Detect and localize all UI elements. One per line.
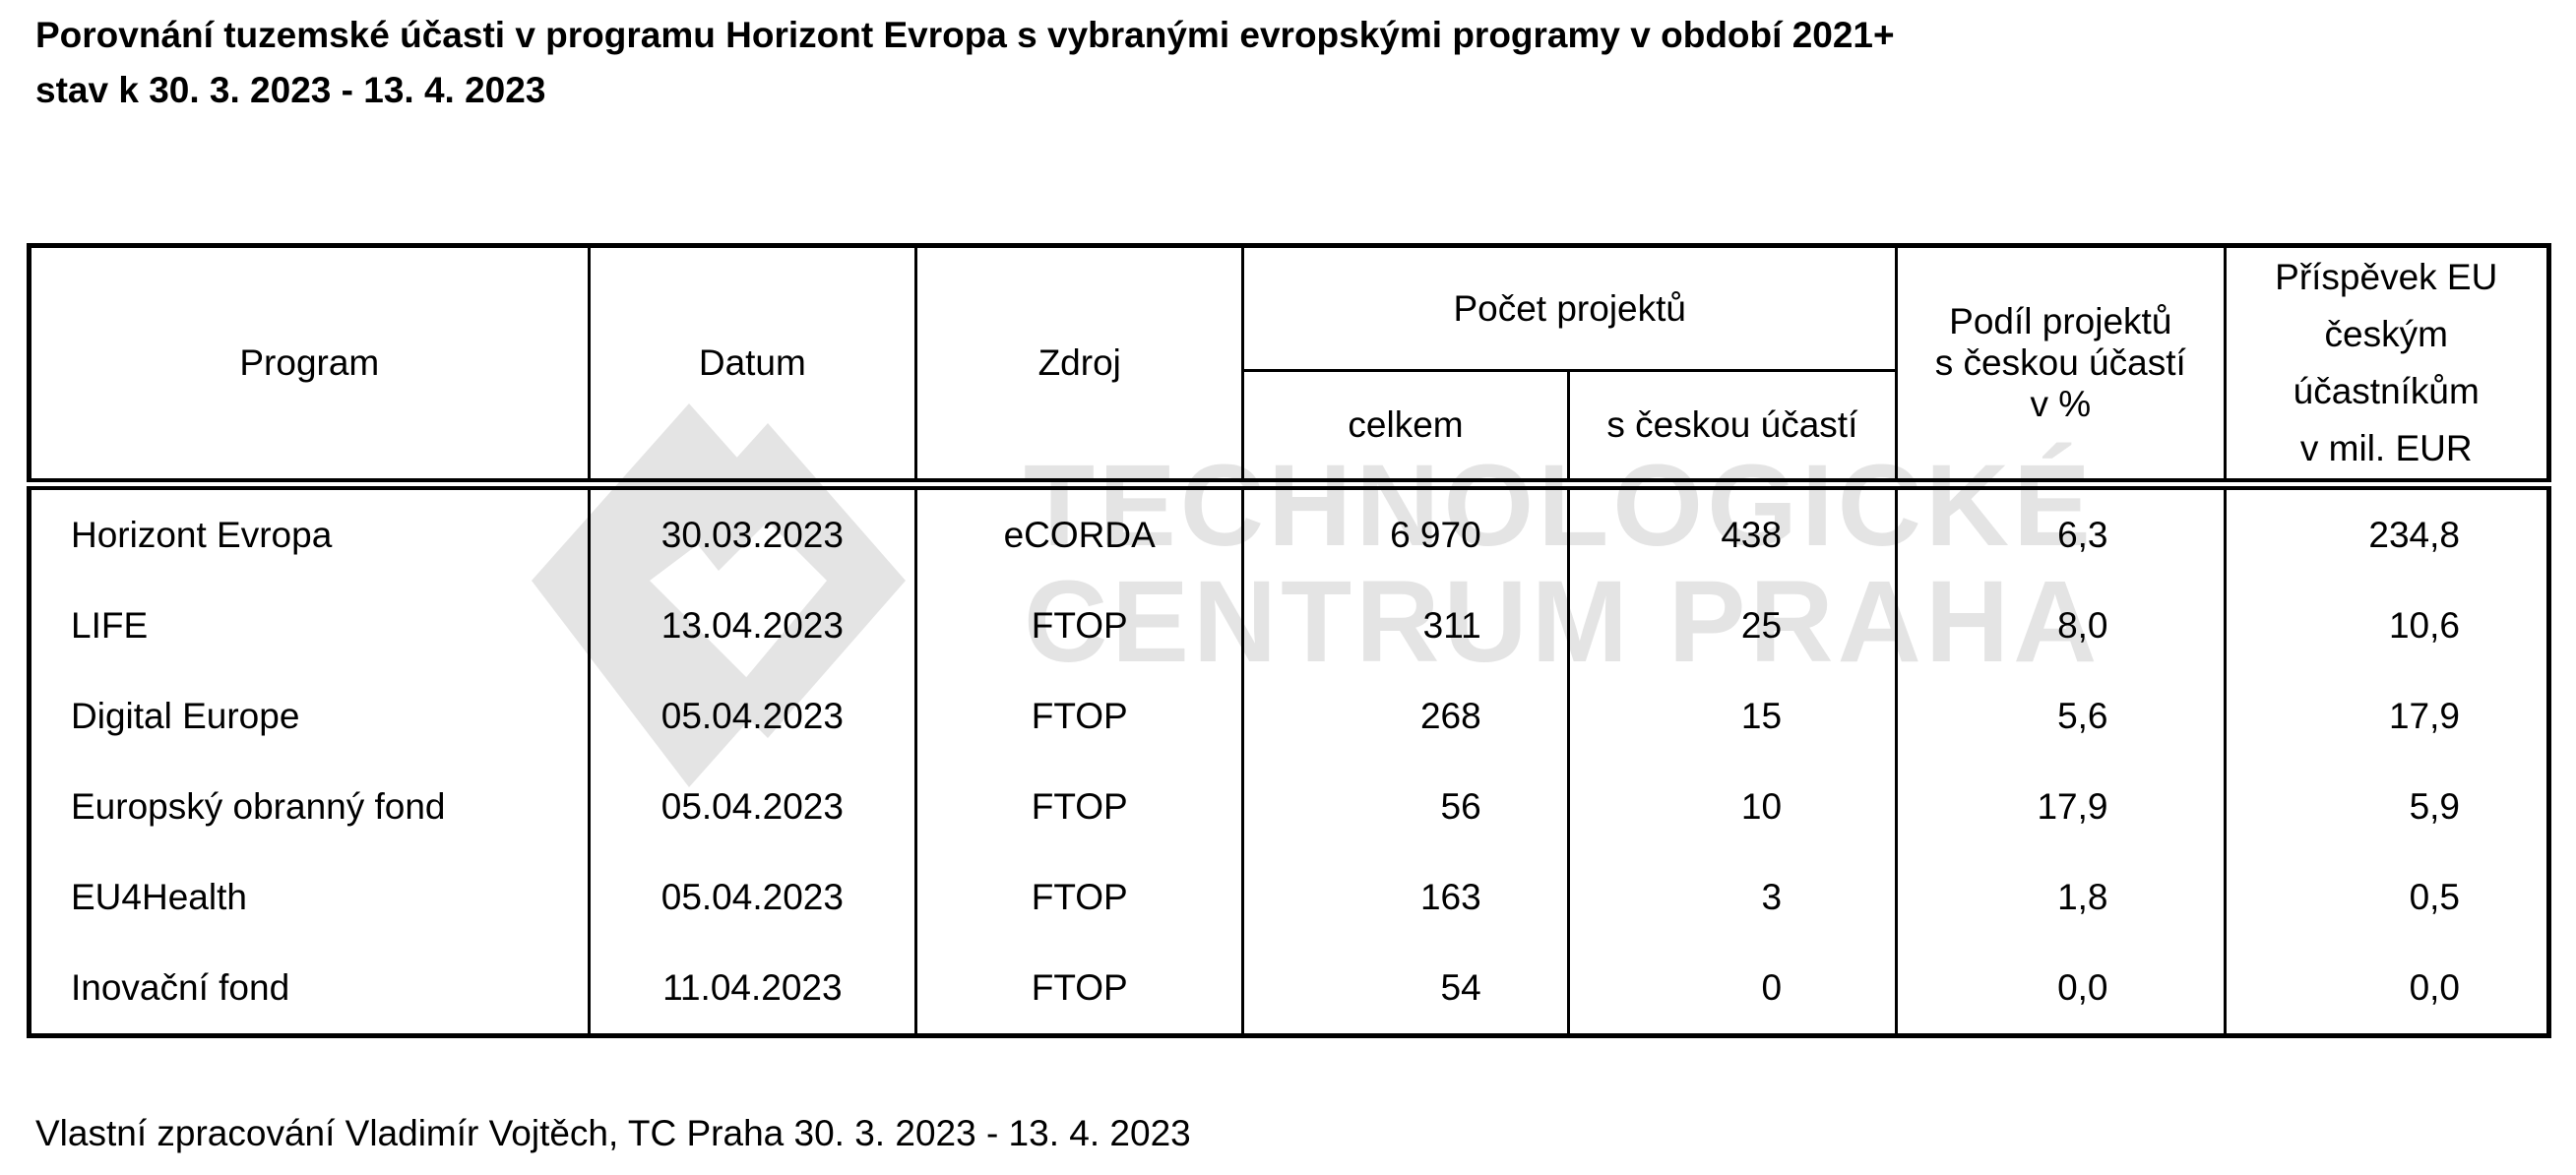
cell-s-ceskou: 438 [1566, 483, 1899, 581]
cell-s-ceskou: 10 [1566, 761, 1899, 852]
cell-zdroj: FTOP [914, 942, 1245, 1035]
cell-program: EU4Health [28, 851, 591, 943]
cell-datum: 30.03.2023 [587, 483, 918, 581]
source-note: Vlastní zpracování Vladimír Vojtěch, TC … [35, 1113, 1191, 1153]
header-prispevek-line: českým [2324, 313, 2448, 354]
cell-podil: 1,8 [1895, 851, 2227, 943]
cell-podil: 8,0 [1895, 580, 2227, 671]
table-row: Europský obranný fond 05.04.2023 FTOP 56 10 1… [28, 761, 2550, 852]
header-prispevek-line: Příspěvek EU [2275, 256, 2498, 297]
header-pocet-projektu: Počet projektů [1241, 244, 1899, 372]
cell-prispevek: 0,5 [2223, 851, 2550, 943]
cell-celkem: 54 [1241, 942, 1570, 1035]
cell-s-ceskou: 0 [1566, 942, 1899, 1035]
header-podil-line: s českou účastí [1934, 341, 2186, 383]
table-row: Inovační fond 11.04.2023 FTOP 54 0 0,0 0,0 [28, 942, 2550, 1035]
table-row: LIFE 13.04.2023 FTOP 311 25 8,0 10,6 [28, 580, 2550, 671]
cell-celkem: 163 [1241, 851, 1570, 943]
title-line-2: stav k 30. 3. 2023 - 13. 4. 2023 [35, 70, 546, 110]
comparison-table: Program Datum Zdroj Počet projektů Podíl… [27, 243, 2551, 1038]
cell-program: Inovační fond [28, 942, 591, 1035]
header-prispevek-line: v mil. EUR [2299, 427, 2473, 468]
table-row: EU4Health 05.04.2023 FTOP 163 3 1,8 0,5 [28, 851, 2550, 943]
cell-celkem: 268 [1241, 670, 1570, 762]
table-row: Digital Europe 05.04.2023 FTOP 268 15 5,6 17,9 [28, 670, 2550, 762]
cell-prispevek: 10,6 [2223, 580, 2550, 671]
cell-celkem: 6 970 [1241, 483, 1570, 581]
cell-program: Horizont Evropa [28, 483, 591, 581]
header-podil: Podíl projektů s českou účastí v % [1895, 244, 2227, 490]
cell-s-ceskou: 3 [1566, 851, 1899, 943]
header-prispevek-line: účastníkům [2293, 370, 2480, 411]
table-row: Horizont Evropa 30.03.2023 eCORDA 6 970 438 6… [28, 483, 2550, 581]
cell-zdroj: FTOP [914, 670, 1245, 762]
cell-program: Europský obranný fond [28, 761, 591, 852]
cell-datum: 13.04.2023 [587, 580, 918, 671]
cell-prispevek: 5,9 [2223, 761, 2550, 852]
cell-program: Digital Europe [28, 670, 591, 762]
cell-datum: 05.04.2023 [587, 851, 918, 943]
cell-podil: 6,3 [1895, 483, 2227, 581]
cell-program: LIFE [28, 580, 591, 671]
header-s-ceskou-ucasti: s českou účastí [1566, 369, 1899, 490]
cell-prispevek: 0,0 [2223, 942, 2550, 1035]
cell-podil: 0,0 [1895, 942, 2227, 1035]
cell-prispevek: 17,9 [2223, 670, 2550, 762]
cell-zdroj: eCORDA [914, 483, 1245, 581]
cell-podil: 5,6 [1895, 670, 2227, 762]
header-zdroj: Zdroj [914, 244, 1245, 490]
cell-podil: 17,9 [1895, 761, 2227, 852]
header-podil-line: Podíl projektů [1949, 300, 2172, 341]
header-prispevek: Příspěvek EU českým účastníkům v mil. EU… [2223, 244, 2550, 490]
cell-celkem: 311 [1241, 580, 1570, 671]
cell-zdroj: FTOP [914, 580, 1245, 671]
cell-datum: 11.04.2023 [587, 942, 918, 1035]
cell-celkem: 56 [1241, 761, 1570, 852]
cell-s-ceskou: 25 [1566, 580, 1899, 671]
cell-s-ceskou: 15 [1566, 670, 1899, 762]
cell-prispevek: 234,8 [2223, 483, 2550, 581]
title-line-1: Porovnání tuzemské účasti v programu Hor… [35, 15, 1895, 55]
cell-datum: 05.04.2023 [587, 761, 918, 852]
page-title: Porovnání tuzemské účasti v programu Hor… [35, 8, 1895, 118]
header-celkem: celkem [1241, 369, 1570, 490]
header-program: Program [28, 244, 591, 490]
cell-zdroj: FTOP [914, 851, 1245, 943]
header-podil-line: v % [2030, 383, 2092, 424]
header-datum: Datum [587, 244, 918, 490]
cell-zdroj: FTOP [914, 761, 1245, 852]
cell-datum: 05.04.2023 [587, 670, 918, 762]
